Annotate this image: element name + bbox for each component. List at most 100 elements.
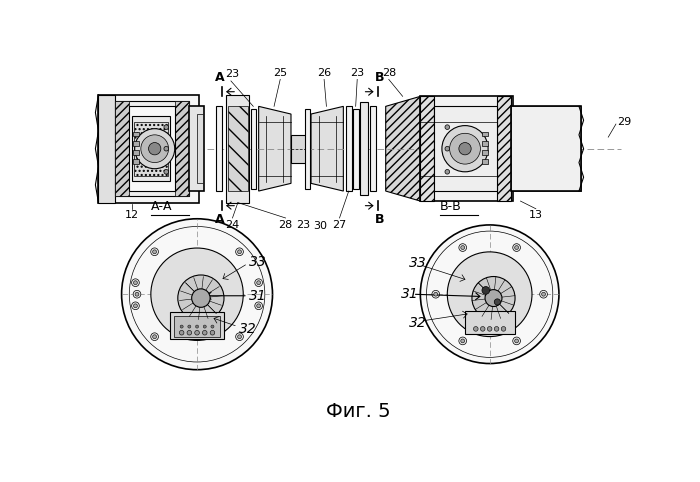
Circle shape [153, 335, 157, 339]
Circle shape [237, 250, 241, 254]
Circle shape [542, 292, 545, 296]
Circle shape [188, 325, 191, 328]
Bar [197, 114, 203, 183]
Polygon shape [311, 107, 344, 191]
Text: А-А: А-А [151, 201, 172, 214]
Bar [482, 150, 488, 155]
Bar [132, 116, 170, 181]
Circle shape [178, 275, 224, 321]
Circle shape [164, 147, 169, 151]
Bar [360, 103, 368, 195]
Circle shape [487, 327, 492, 331]
Circle shape [133, 290, 141, 298]
Bar [133, 160, 139, 164]
Text: 28: 28 [279, 219, 293, 229]
Circle shape [134, 304, 137, 308]
Bar [133, 141, 139, 146]
Bar [216, 107, 223, 191]
Circle shape [122, 219, 272, 370]
Text: 30: 30 [314, 221, 328, 231]
Circle shape [151, 248, 244, 340]
Circle shape [480, 327, 485, 331]
Bar [226, 95, 249, 202]
Text: 23: 23 [296, 219, 310, 229]
Bar [116, 101, 188, 197]
Circle shape [482, 286, 490, 294]
Circle shape [461, 246, 465, 250]
Circle shape [514, 246, 519, 250]
Circle shape [237, 335, 241, 339]
Circle shape [445, 147, 449, 151]
Circle shape [434, 292, 438, 296]
Bar [188, 107, 204, 191]
Text: 24: 24 [225, 219, 240, 229]
Bar [134, 122, 168, 175]
Bar [482, 141, 488, 146]
Text: B: B [374, 71, 384, 84]
Circle shape [134, 281, 137, 284]
Bar [354, 108, 359, 189]
Circle shape [134, 129, 175, 169]
Bar [133, 132, 139, 136]
Text: 13: 13 [529, 210, 543, 220]
Circle shape [255, 302, 262, 309]
Bar [99, 95, 199, 202]
Text: 12: 12 [125, 210, 139, 220]
Circle shape [494, 327, 499, 331]
Bar [421, 96, 513, 201]
Circle shape [203, 325, 206, 328]
Circle shape [192, 289, 210, 308]
Circle shape [257, 304, 260, 308]
Circle shape [501, 327, 506, 331]
Bar [511, 107, 580, 191]
Text: 23: 23 [225, 69, 239, 80]
Circle shape [472, 277, 515, 320]
Bar [175, 101, 188, 197]
Text: 32: 32 [239, 322, 257, 336]
Bar [116, 101, 130, 197]
Bar [421, 96, 434, 201]
Circle shape [148, 143, 161, 155]
Bar [511, 107, 580, 191]
Circle shape [150, 333, 158, 341]
Text: 25: 25 [273, 68, 287, 78]
Bar [482, 132, 488, 136]
Circle shape [210, 331, 215, 335]
Text: 28: 28 [382, 68, 396, 78]
Bar [291, 135, 307, 162]
Bar [174, 316, 220, 336]
Circle shape [512, 337, 521, 345]
Text: 31: 31 [401, 287, 419, 301]
Circle shape [211, 325, 214, 328]
Bar [133, 150, 139, 155]
Text: A: A [216, 214, 225, 227]
Bar [170, 312, 224, 339]
Circle shape [153, 250, 157, 254]
Circle shape [459, 337, 467, 345]
Circle shape [459, 244, 467, 252]
Text: B: B [374, 214, 384, 227]
Circle shape [473, 327, 478, 331]
Circle shape [195, 325, 199, 328]
Circle shape [447, 252, 532, 336]
Bar [99, 95, 116, 202]
Circle shape [461, 339, 465, 343]
Polygon shape [386, 96, 421, 201]
Circle shape [132, 279, 139, 286]
Circle shape [257, 281, 260, 284]
Text: 33: 33 [249, 255, 267, 269]
Text: Фиг. 5: Фиг. 5 [326, 402, 391, 421]
Circle shape [512, 244, 521, 252]
Text: 26: 26 [317, 68, 331, 78]
Text: 31: 31 [249, 289, 267, 303]
Circle shape [449, 134, 480, 164]
Bar [465, 311, 515, 335]
Bar [346, 107, 352, 191]
Circle shape [445, 125, 449, 130]
Circle shape [135, 292, 139, 296]
Circle shape [485, 290, 502, 307]
Circle shape [236, 248, 244, 255]
Circle shape [150, 248, 158, 255]
Circle shape [445, 170, 449, 174]
Circle shape [164, 125, 169, 130]
